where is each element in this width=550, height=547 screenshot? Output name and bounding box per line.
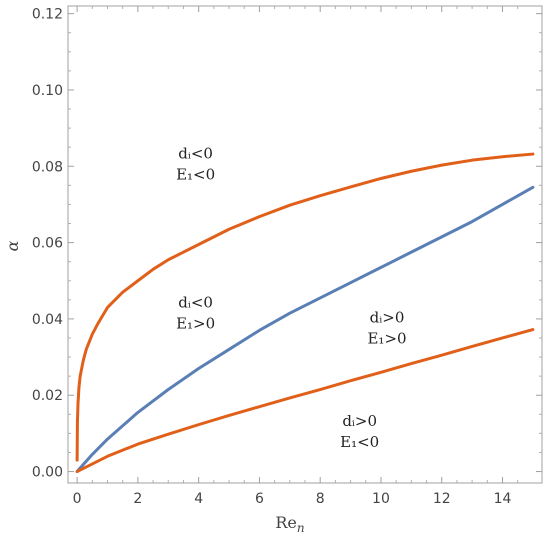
x-tick-label: 8 <box>316 491 325 507</box>
region-annotation-1: dᵢ<0 E₁<0 <box>176 145 215 184</box>
y-tick-label: 0.02 <box>32 388 63 404</box>
x-tick-label: 0 <box>73 491 82 507</box>
x-axis-ticks: 0 2 4 6 8 10 12 14 <box>73 6 519 507</box>
region-annotation-4: dᵢ>0 E₁<0 <box>340 412 379 451</box>
region-annotation-line: E₁<0 <box>340 433 379 451</box>
y-tick-label: 0.00 <box>32 465 63 481</box>
y-tick-label: 0.08 <box>32 159 63 175</box>
series-line-2 <box>75 185 535 474</box>
x-tick-label: 10 <box>372 491 390 507</box>
x-axis-label-main: Re <box>275 513 297 532</box>
y-tick-label: 0.10 <box>32 83 63 99</box>
x-tick-label: 14 <box>494 491 512 507</box>
y-tick-label: 0.12 <box>32 7 63 23</box>
series-layer <box>75 152 535 474</box>
x-tick-label: 4 <box>194 491 203 507</box>
series-line-1 <box>75 152 535 462</box>
y-tick-label: 0.06 <box>32 236 63 252</box>
region-annotation-line: dᵢ>0 <box>370 309 405 327</box>
x-tick-label: 2 <box>133 491 142 507</box>
region-annotation-line: E₁>0 <box>367 330 406 348</box>
region-annotation-line: E₁>0 <box>176 314 215 332</box>
region-annotation-line: dᵢ<0 <box>178 293 213 311</box>
region-annotation-line: dᵢ<0 <box>178 145 213 163</box>
x-axis-label: Ren <box>275 513 304 535</box>
annotation-layer: dᵢ<0 E₁<0 dᵢ<0 E₁>0 dᵢ>0 E₁>0 dᵢ>0 E₁<0 <box>176 145 407 451</box>
x-tick-label: 6 <box>255 491 264 507</box>
y-axis-ticks: 0.00 0.02 0.04 0.06 0.08 0.10 0.12 <box>32 7 542 481</box>
x-tick-label: 12 <box>433 491 451 507</box>
region-annotation-line: E₁<0 <box>176 166 215 184</box>
series-line-3 <box>75 328 535 474</box>
region-annotation-line: dᵢ>0 <box>342 412 377 430</box>
region-annotation-3: dᵢ>0 E₁>0 <box>367 309 406 348</box>
y-axis-label: α <box>3 240 22 251</box>
y-tick-label: 0.04 <box>32 312 63 328</box>
x-axis-label-subscript: n <box>297 521 305 535</box>
region-annotation-2: dᵢ<0 E₁>0 <box>176 293 215 332</box>
